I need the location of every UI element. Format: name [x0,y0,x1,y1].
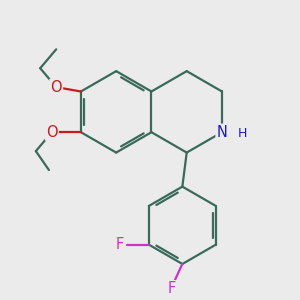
Text: O: O [46,125,58,140]
Text: F: F [168,281,176,296]
Text: N: N [217,125,227,140]
Text: O: O [50,80,62,94]
Text: H: H [238,127,248,140]
Text: F: F [116,237,124,252]
